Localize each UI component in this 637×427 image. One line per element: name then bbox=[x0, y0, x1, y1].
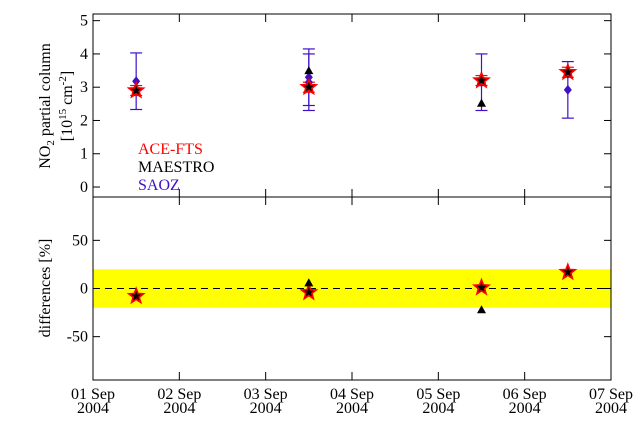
bottom-y-axis-label: differences [%] bbox=[37, 239, 54, 338]
top-y-tick-label: 0 bbox=[80, 179, 88, 196]
top-ace-fts-star-core bbox=[562, 67, 573, 77]
x-tick-label-year: 2004 bbox=[595, 400, 627, 417]
legend: ACE-FTS MAESTRO SAOZ bbox=[138, 141, 214, 194]
top-y-label-mid: cm bbox=[59, 85, 76, 109]
top-y-tick-label: 5 bbox=[80, 13, 88, 30]
top-y-tick-label: 3 bbox=[80, 79, 88, 96]
top-y-tick-label: 4 bbox=[80, 46, 88, 63]
x-tick-label: 03 Sep bbox=[244, 386, 288, 403]
bottom-y-tick-label: 0 bbox=[80, 281, 88, 298]
top-y-tick-label: 2 bbox=[80, 112, 88, 129]
top-y-tick-label: 1 bbox=[80, 146, 88, 163]
bottom-y-tick-label: 50 bbox=[72, 232, 88, 249]
top-maestro-triangle bbox=[477, 98, 486, 107]
x-tick-label: 07 Sep bbox=[589, 386, 633, 403]
top-y-label-main: NO bbox=[37, 146, 54, 169]
top-saoz-diamond bbox=[563, 84, 572, 95]
x-tick-label-year: 2004 bbox=[163, 400, 195, 417]
bottom-data-marks bbox=[126, 262, 578, 314]
bottom-ace-fts-star-core bbox=[303, 287, 314, 297]
x-tick-label-year: 2004 bbox=[77, 400, 109, 417]
top-y-label-close: ] bbox=[59, 71, 76, 76]
top-ace-fts-star-core bbox=[303, 82, 314, 92]
legend-entry-ace-fts: ACE-FTS bbox=[138, 141, 203, 158]
top-y-axis-label: NO2 partial column bbox=[37, 43, 57, 168]
bottom-y-tick-label: -50 bbox=[67, 329, 88, 346]
top-maestro-triangle bbox=[304, 66, 314, 75]
bottom-ace-fts-star-core bbox=[562, 266, 573, 277]
top-ace-fts-star-core bbox=[131, 85, 142, 95]
legend-entry-maestro: MAESTRO bbox=[138, 159, 214, 176]
x-tick-label-year: 2004 bbox=[336, 400, 368, 417]
top-data-marks bbox=[126, 48, 578, 119]
x-tick-label: 01 Sep bbox=[71, 386, 115, 403]
top-y-label-open: [10 bbox=[59, 120, 76, 141]
legend-entry-saoz: SAOZ bbox=[138, 177, 180, 194]
top-y-axis: 0 1 2 3 4 5 bbox=[80, 13, 611, 196]
top-y-label-sub: 2 bbox=[45, 140, 57, 146]
x-tick-label: 06 Sep bbox=[503, 386, 547, 403]
top-y-label-sup1: 15 bbox=[57, 108, 69, 120]
x-tick-label: 02 Sep bbox=[157, 386, 201, 403]
bottom-ace-fts-star-core bbox=[131, 291, 142, 301]
x-tick-label: 05 Sep bbox=[416, 386, 460, 403]
top-y-label-rest: partial column bbox=[37, 43, 54, 140]
bottom-y-axis: -50 0 50 bbox=[67, 232, 611, 346]
x-tick-label-year: 2004 bbox=[422, 400, 454, 417]
top-y-axis-label-line2: [1015 cm-2] bbox=[57, 71, 76, 141]
top-ace-fts-star-core bbox=[476, 75, 487, 85]
x-tick-label: 04 Sep bbox=[330, 386, 374, 403]
x-tick-label-year: 2004 bbox=[509, 400, 541, 417]
bottom-maestro-triangle bbox=[477, 305, 486, 314]
x-tick-label-year: 2004 bbox=[250, 400, 282, 417]
bottom-ace-fts-star-core bbox=[476, 282, 487, 292]
top-y-label-sup2: -2 bbox=[57, 76, 69, 85]
bottom-maestro-triangle bbox=[304, 278, 314, 287]
